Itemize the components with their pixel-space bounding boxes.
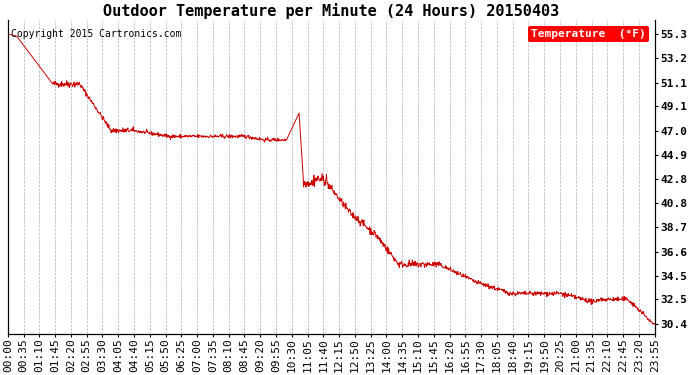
- Legend: Temperature  (°F): Temperature (°F): [528, 26, 649, 42]
- Title: Outdoor Temperature per Minute (24 Hours) 20150403: Outdoor Temperature per Minute (24 Hours…: [103, 3, 560, 19]
- Text: Copyright 2015 Cartronics.com: Copyright 2015 Cartronics.com: [11, 29, 181, 39]
